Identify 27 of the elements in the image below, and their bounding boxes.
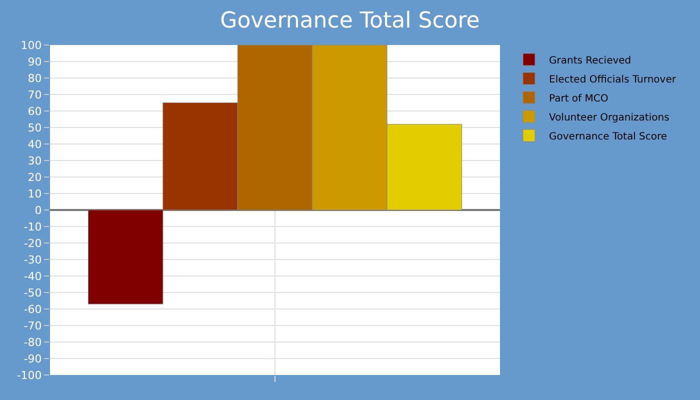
legend-label: Grants Recieved (549, 55, 632, 66)
y-tick-label: -80 (24, 336, 42, 349)
chart-title: Governance Total Score (220, 8, 480, 34)
y-tick-label: 40 (28, 138, 42, 151)
y-tick-label: 30 (28, 154, 42, 168)
y-tick-label: 10 (28, 187, 42, 200)
legend-label: Volunteer Organizations (549, 112, 670, 124)
y-tick-label: -100 (16, 368, 42, 382)
y-tick-label: -30 (24, 253, 42, 266)
y-tick-label: -60 (24, 302, 42, 316)
y-tick-label: 70 (28, 88, 42, 102)
y-tick-label: 50 (28, 121, 42, 134)
y-tick-label: 60 (28, 104, 42, 118)
y-tick-label: 80 (28, 72, 42, 85)
y-tick-label: -70 (24, 319, 42, 332)
y-tick-label: -50 (24, 286, 42, 300)
y-tick-label: -40 (24, 270, 42, 283)
y-tick-label: -10 (24, 220, 42, 234)
y-tick-label: -90 (24, 352, 42, 366)
y-tick-label: 20 (28, 170, 42, 184)
y-tick-label: 90 (28, 55, 42, 68)
legend-label: Part of MCO (549, 93, 608, 104)
y-tick-label: 0 (34, 204, 42, 217)
legend-label: Elected Officials Turnover (549, 74, 677, 86)
y-tick-label: 100 (20, 38, 42, 52)
y-tick-label: -20 (24, 236, 42, 250)
legend-label: Governance Total Score (549, 131, 668, 142)
